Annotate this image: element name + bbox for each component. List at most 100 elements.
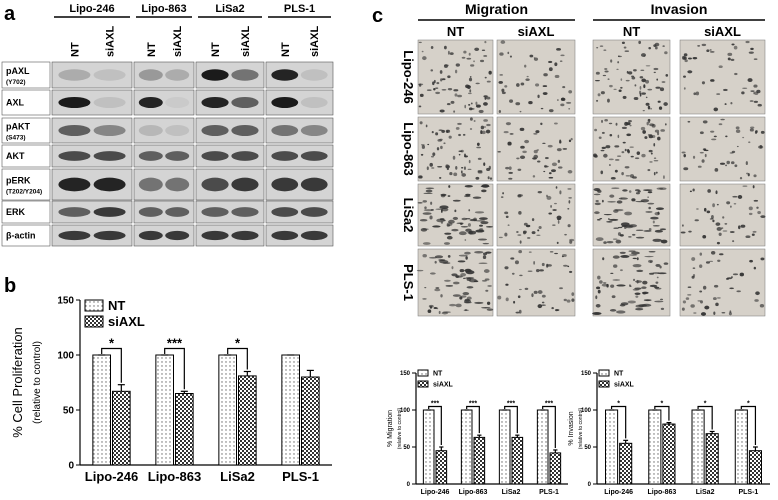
cell-speck — [435, 287, 440, 289]
bar — [549, 452, 562, 485]
cell-speck — [696, 208, 699, 210]
cell-speck — [460, 226, 469, 228]
cell-speck — [424, 206, 427, 210]
cell-speck — [652, 220, 655, 224]
cell-speck — [554, 202, 557, 205]
cell-speck — [537, 229, 540, 232]
cell-speck — [513, 300, 516, 304]
cell-speck — [606, 220, 613, 223]
cell-speck — [422, 254, 427, 258]
cell-speck — [659, 228, 667, 231]
cell-speck — [751, 233, 755, 236]
cell-speck — [447, 254, 451, 258]
cell-speck — [448, 185, 451, 188]
significance-label: * — [661, 401, 664, 408]
cell-speck — [507, 51, 510, 55]
cell-speck — [500, 196, 504, 199]
cell-speck — [739, 272, 745, 277]
lane-label: NT — [447, 24, 464, 39]
cell-speck — [435, 91, 441, 95]
cell-speck — [688, 57, 692, 60]
cell-speck — [609, 194, 615, 198]
cell-speck — [525, 78, 530, 81]
significance-label: *** — [545, 401, 553, 408]
cell-speck — [608, 158, 614, 161]
cell-speck — [612, 279, 621, 281]
row-label: pAKT — [6, 122, 30, 132]
cell-speck — [517, 234, 522, 236]
cell-speck — [713, 311, 716, 316]
y-tick-label: 100 — [400, 408, 411, 414]
cell-speck — [457, 122, 462, 125]
cell-speck — [616, 155, 622, 157]
cell-speck — [541, 294, 546, 298]
significance-label: *** — [507, 401, 515, 408]
cell-speck — [481, 130, 486, 135]
cell-speck — [627, 149, 630, 153]
cell-speck — [484, 76, 487, 79]
cell-speck — [430, 155, 435, 158]
micrograph — [417, 183, 494, 247]
cell-speck — [643, 189, 653, 192]
cell-speck — [657, 272, 667, 275]
legend-swatch — [417, 380, 429, 388]
blot-band — [231, 97, 259, 108]
cell-speck — [642, 110, 645, 112]
significance-bracket — [610, 405, 627, 439]
cell-speck — [433, 79, 436, 84]
cell-speck — [595, 303, 601, 308]
cell-speck — [559, 60, 563, 62]
blot-band — [58, 230, 91, 241]
micrograph — [592, 116, 671, 182]
significance-bracket — [654, 405, 670, 421]
cell-speck — [429, 272, 436, 275]
cell-speck — [735, 126, 740, 130]
micrograph — [496, 39, 576, 115]
cell-speck — [465, 256, 468, 260]
cell-speck — [616, 284, 626, 287]
blot — [133, 224, 195, 247]
cell-speck — [554, 252, 558, 255]
micrograph — [679, 183, 766, 247]
cell-speck — [609, 309, 617, 312]
cell-speck — [693, 312, 697, 314]
cell-speck — [605, 145, 611, 149]
cell-speck — [612, 238, 618, 240]
cell-speck — [603, 49, 607, 51]
cell-speck — [509, 99, 514, 103]
cell-speck — [659, 265, 662, 269]
cell-speck — [756, 89, 761, 94]
cell-speck — [429, 162, 433, 167]
cell-speck — [601, 146, 606, 149]
cell-speck — [475, 176, 480, 180]
cell-speck — [655, 171, 658, 174]
cell-speck — [753, 174, 757, 178]
cell-speck — [718, 123, 723, 126]
cell-speck — [441, 78, 446, 81]
cell-speck — [571, 292, 575, 296]
cell-speck — [648, 135, 654, 139]
cell-speck — [732, 240, 735, 243]
cell-speck — [516, 157, 520, 160]
cell-speck — [687, 294, 692, 296]
cell-speck — [500, 40, 506, 44]
bar — [473, 436, 486, 485]
cell-speck — [542, 92, 548, 95]
cell-speck — [504, 211, 509, 215]
cell-speck — [535, 130, 540, 134]
cell-speck — [643, 55, 646, 57]
cell-speck — [638, 40, 642, 45]
cell-speck — [629, 124, 632, 127]
cell-speck — [526, 75, 529, 78]
cell-speck — [628, 236, 632, 238]
blot-band — [231, 151, 259, 161]
cell-speck — [724, 223, 728, 225]
cell-speck — [715, 222, 721, 226]
bar — [92, 354, 111, 466]
cell-speck — [426, 166, 429, 171]
cell-speck — [624, 50, 630, 52]
cell-speck — [726, 277, 732, 280]
cell-speck — [498, 110, 502, 114]
significance-bracket — [740, 405, 757, 445]
significance-label: * — [109, 336, 115, 351]
